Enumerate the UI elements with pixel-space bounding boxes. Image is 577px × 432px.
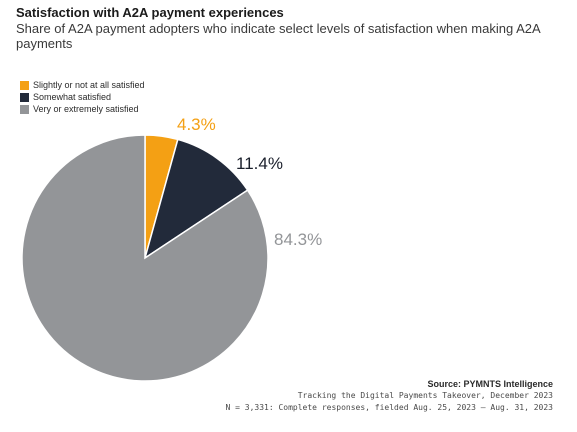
legend-swatch-somewhat-satisfied <box>20 92 29 102</box>
chart-legend: Slightly or not at all satisfied Somewha… <box>20 79 145 115</box>
slice-label-somewhat-satisfied: 11.4% <box>236 154 283 173</box>
slice-label-very-satisfied: 84.3% <box>274 230 322 249</box>
legend-label-very-satisfied: Very or extremely satisfied <box>33 104 139 114</box>
legend-item-very-satisfied: Very or extremely satisfied <box>20 103 145 115</box>
pie-slice-very-satisfied <box>21 134 269 382</box>
legend-label-slightly-not-satisfied: Slightly or not at all satisfied <box>33 80 145 90</box>
legend-label-somewhat-satisfied: Somewhat satisfied <box>33 92 112 102</box>
legend-item-somewhat-satisfied: Somewhat satisfied <box>20 91 145 103</box>
legend-swatch-very-satisfied <box>20 104 29 114</box>
report-note: Tracking the Digital Payments Takeover, … <box>297 391 553 400</box>
chart-footer: Source: PYMNTS Intelligence Tracking the… <box>225 378 553 414</box>
slice-label-slightly-not-satisfied: 4.3% <box>177 115 216 134</box>
chart-title: Satisfaction with A2A payment experience… <box>16 5 284 20</box>
legend-item-slightly-not-satisfied: Slightly or not at all satisfied <box>20 79 145 91</box>
pie-slice-somewhat-satisfied <box>143 138 249 260</box>
legend-swatch-slightly-not-satisfied <box>20 80 29 90</box>
pie-slices <box>21 134 269 382</box>
chart-subtitle: Share of A2A payment adopters who indica… <box>16 21 540 51</box>
sample-note: N = 3,331: Complete responses, fielded A… <box>225 403 553 412</box>
source-note: Source: PYMNTS Intelligence <box>427 379 553 389</box>
